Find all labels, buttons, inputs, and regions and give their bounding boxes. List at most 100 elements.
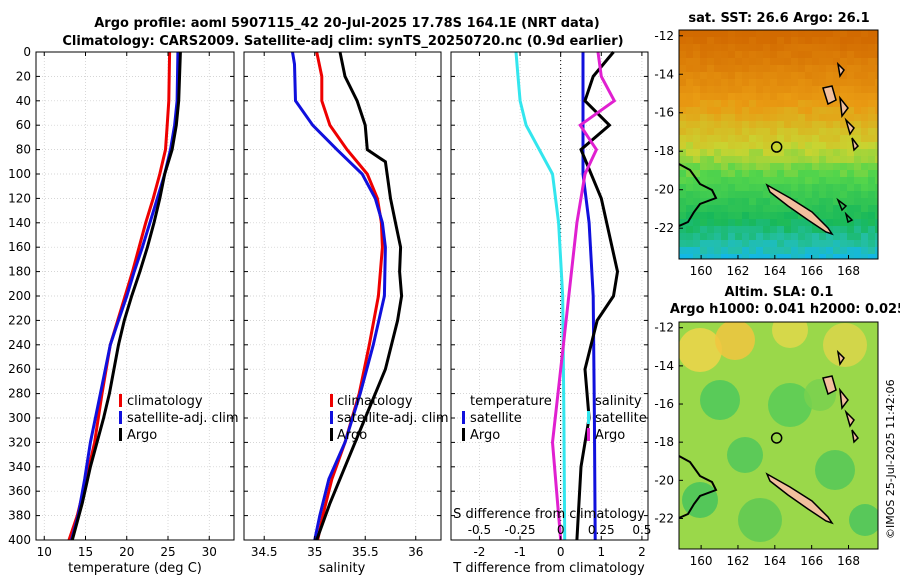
sst-cell: [875, 191, 878, 198]
y-tick-label: 300: [8, 411, 31, 425]
sst-cell: [721, 247, 728, 254]
y-tick-label: 180: [8, 265, 31, 279]
sst-cell: [791, 212, 798, 219]
sst-cell: [756, 65, 763, 72]
sst-cell: [791, 107, 798, 114]
sst-cell: [840, 93, 847, 100]
sst-cell: [721, 37, 728, 44]
y-tick-label: -12: [654, 321, 674, 335]
sst-cell: [749, 240, 756, 247]
y-tick-label: -20: [654, 183, 674, 197]
sla-map-title-line2: Argo h1000: 0.041 h2000: 0.025: [670, 302, 900, 317]
sst-cell: [826, 163, 833, 170]
sst-cell: [756, 72, 763, 79]
legend-label-t-argo: Argo: [470, 428, 500, 443]
sst-cell: [805, 191, 812, 198]
sst-cell: [847, 135, 854, 142]
sst-cell: [728, 254, 735, 259]
sst-cell: [714, 86, 721, 93]
sst-cell: [777, 184, 784, 191]
sst-cell: [693, 37, 700, 44]
sst-cell: [819, 100, 826, 107]
y-tick-label: 140: [8, 216, 31, 230]
sst-cell: [721, 254, 728, 259]
sst-cell: [721, 191, 728, 198]
sst-cell: [714, 121, 721, 128]
sst-cell: [777, 247, 784, 254]
sst-cell: [840, 247, 847, 254]
legend-label-s-argo: Argo: [595, 428, 625, 443]
sst-cell: [756, 254, 763, 259]
sst-cell: [770, 65, 777, 72]
sst-cell: [791, 44, 798, 51]
sst-cell: [700, 114, 707, 121]
sst-cell: [784, 79, 791, 86]
y-tick-label: 100: [8, 167, 31, 181]
sst-cell: [812, 37, 819, 44]
sst-cell: [686, 142, 693, 149]
sst-cell: [735, 205, 742, 212]
sst-cell: [728, 30, 735, 37]
sst-cell: [868, 30, 875, 37]
sst-cell: [861, 44, 868, 51]
sst-cell: [854, 212, 861, 219]
sst-cell: [679, 114, 686, 121]
sst-cell: [784, 163, 791, 170]
sst-cell: [840, 191, 847, 198]
sst-cell: [770, 51, 777, 58]
sst-cell: [700, 184, 707, 191]
sst-cell: [742, 184, 749, 191]
sst-cell: [805, 135, 812, 142]
x-tick-label: 164: [763, 264, 786, 278]
sst-cell: [686, 93, 693, 100]
sst-cell: [861, 205, 868, 212]
sst-cell: [721, 184, 728, 191]
sst-cell: [784, 142, 791, 149]
sst-cell: [679, 30, 686, 37]
sst-cell: [833, 205, 840, 212]
sst-cell: [812, 135, 819, 142]
sst-cell: [735, 170, 742, 177]
y-tick-label: 280: [8, 387, 31, 401]
sst-cell: [679, 93, 686, 100]
sst-cell: [840, 128, 847, 135]
difference-legend-temperature: temperature satellite Argo: [462, 394, 552, 443]
sst-cell: [686, 128, 693, 135]
sst-cell: [854, 184, 861, 191]
sst-cell: [742, 30, 749, 37]
sst-cell: [700, 107, 707, 114]
sst-cell: [714, 163, 721, 170]
sst-cell: [826, 156, 833, 163]
sst-cell: [798, 163, 805, 170]
sst-cell: [798, 51, 805, 58]
sst-cell: [700, 86, 707, 93]
sst-cell: [763, 86, 770, 93]
sst-cell: [686, 135, 693, 142]
sst-cell: [840, 240, 847, 247]
sst-cell: [679, 247, 686, 254]
sst-cell: [805, 72, 812, 79]
sst-cell: [812, 51, 819, 58]
sst-cell: [812, 156, 819, 163]
salinity-satellite-line: [291, 51, 387, 541]
sst-cell: [784, 135, 791, 142]
sst-cell: [756, 163, 763, 170]
sst-cell: [868, 107, 875, 114]
sst-cell: [763, 114, 770, 121]
sst-cell: [798, 135, 805, 142]
sst-cell: [784, 51, 791, 58]
sst-cell: [714, 100, 721, 107]
y-tick-label: -14: [654, 359, 674, 373]
x-tick-label: 162: [727, 264, 750, 278]
temperature-legend: climatology satellite-adj. clim Argo: [119, 394, 239, 443]
sst-cell: [770, 135, 777, 142]
x-tick-label: 166: [800, 554, 823, 568]
sst-cell: [777, 163, 784, 170]
sst-cell: [749, 149, 756, 156]
sst-cell: [728, 177, 735, 184]
sst-cell: [686, 219, 693, 226]
sla-map: Altim. SLA: 0.1 Argo h1000: 0.041 h2000:…: [654, 285, 900, 568]
sst-cell: [756, 226, 763, 233]
sst-cell: [728, 114, 735, 121]
legend-swatch-t-satellite: [462, 411, 465, 424]
